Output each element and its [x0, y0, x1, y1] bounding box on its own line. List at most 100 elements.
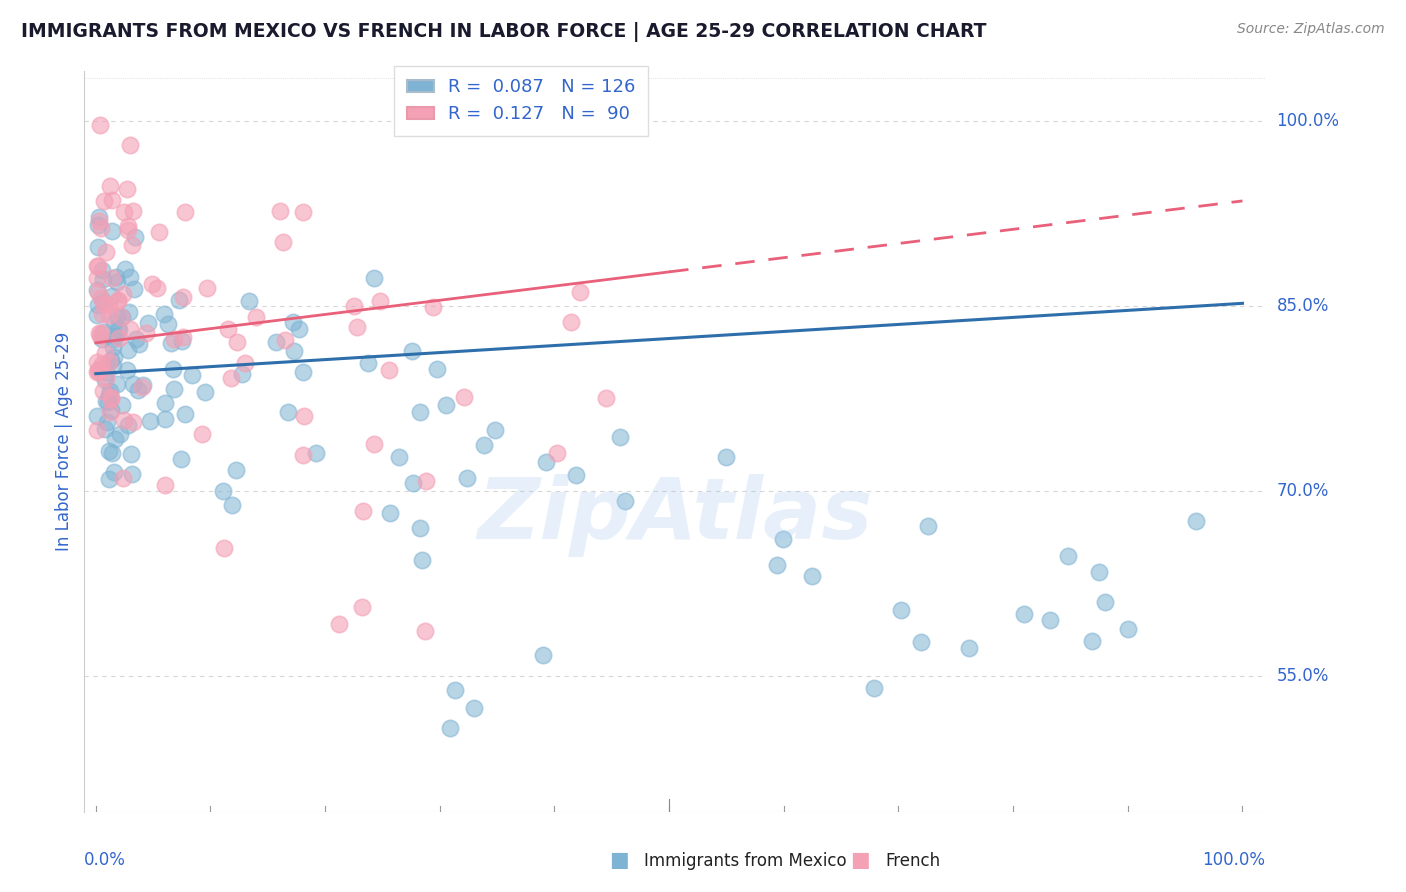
Text: French: French	[886, 852, 941, 870]
Point	[131, 380, 153, 394]
Point	[100, 392, 122, 407]
Point	[86, 365, 108, 379]
Point	[86, 271, 108, 285]
Point	[96, 415, 118, 429]
Point	[86, 355, 108, 369]
Point	[100, 445, 122, 459]
Point	[172, 330, 194, 344]
Point	[97, 395, 120, 409]
Point	[409, 521, 432, 535]
Point	[716, 450, 738, 465]
Point	[352, 504, 374, 518]
Point	[219, 371, 242, 385]
Point	[100, 390, 122, 404]
Point	[89, 329, 111, 343]
Point	[107, 293, 129, 307]
Point	[103, 340, 125, 354]
Point	[1056, 549, 1078, 563]
Point	[124, 230, 146, 244]
Point	[238, 294, 260, 309]
Point	[124, 332, 146, 346]
Point	[94, 365, 117, 379]
Point	[117, 223, 139, 237]
Point	[328, 617, 350, 632]
Point	[800, 568, 823, 582]
Point	[89, 118, 111, 132]
Point	[100, 288, 122, 302]
Point	[87, 239, 110, 253]
Point	[86, 283, 108, 297]
Point	[288, 321, 311, 335]
Point	[170, 334, 193, 349]
Point	[136, 316, 159, 330]
Point	[91, 294, 114, 309]
Point	[87, 363, 110, 377]
Point	[291, 365, 314, 379]
Point	[195, 281, 218, 295]
Point	[409, 404, 432, 418]
Point	[96, 393, 118, 408]
Point	[305, 446, 328, 460]
Point	[281, 315, 304, 329]
Point	[90, 291, 112, 305]
Point	[93, 297, 115, 311]
Point	[148, 225, 170, 239]
Point	[153, 411, 176, 425]
Point	[217, 321, 239, 335]
Point	[87, 259, 110, 273]
Point	[114, 261, 136, 276]
Point	[917, 519, 939, 533]
Point	[378, 506, 401, 520]
Point	[233, 356, 256, 370]
Point	[221, 499, 243, 513]
Point	[127, 383, 149, 397]
Point	[453, 390, 475, 404]
Point	[1081, 634, 1104, 648]
Point	[363, 270, 385, 285]
Point	[115, 182, 138, 196]
Point	[98, 472, 121, 486]
Point	[97, 387, 120, 401]
Point	[91, 332, 114, 346]
Point	[89, 326, 111, 340]
Point	[94, 371, 117, 385]
Point	[560, 315, 582, 329]
Point	[162, 361, 184, 376]
Point	[111, 310, 134, 324]
Point	[153, 478, 176, 492]
Point	[346, 320, 368, 334]
Point	[378, 362, 401, 376]
Point	[231, 367, 253, 381]
Point	[174, 407, 197, 421]
Point	[426, 362, 449, 376]
Point	[89, 214, 111, 228]
Point	[105, 275, 128, 289]
Point	[534, 455, 557, 469]
Point	[1116, 622, 1139, 636]
Point	[104, 269, 127, 284]
Point	[225, 334, 247, 349]
Point	[957, 641, 980, 656]
Point	[86, 308, 108, 322]
Point	[128, 336, 150, 351]
Point	[135, 326, 157, 340]
Point	[100, 353, 122, 368]
Point	[98, 355, 121, 369]
Point	[87, 285, 110, 299]
Point	[90, 220, 112, 235]
Point	[546, 445, 568, 459]
Point	[368, 294, 391, 309]
Point	[94, 373, 117, 387]
Point	[117, 417, 139, 432]
Point	[121, 237, 143, 252]
Text: ZipAtlas: ZipAtlas	[477, 474, 873, 558]
Point	[1039, 613, 1062, 627]
Point	[101, 271, 124, 285]
Text: 70.0%: 70.0%	[1277, 482, 1329, 500]
Point	[772, 533, 794, 547]
Point	[122, 415, 145, 429]
Text: ■: ■	[609, 850, 628, 870]
Point	[101, 332, 124, 346]
Point	[115, 363, 138, 377]
Point	[112, 471, 135, 485]
